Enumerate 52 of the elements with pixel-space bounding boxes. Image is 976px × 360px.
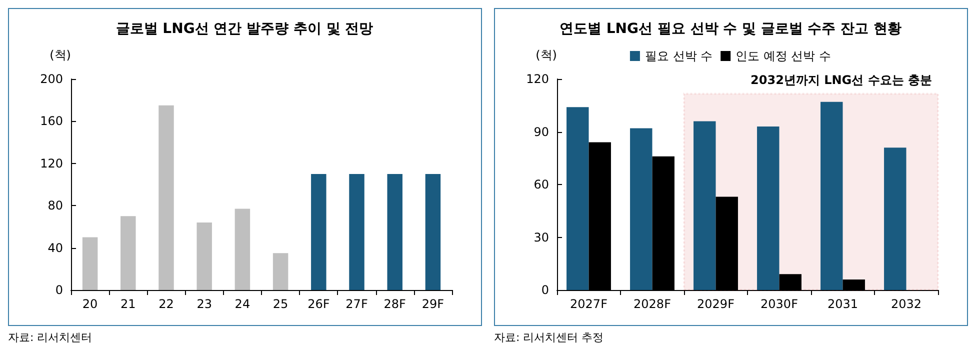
y-tick-label: 200	[40, 72, 63, 86]
y-tick-label: 160	[40, 114, 63, 128]
bar	[694, 121, 716, 290]
x-tick-label: 2029F	[697, 297, 735, 311]
y-tick-label: 90	[534, 124, 549, 139]
x-tick-label: 24	[234, 297, 250, 311]
bar	[425, 174, 441, 290]
x-tick-label: 29F	[422, 297, 444, 311]
x-tick-label: 2027F	[570, 297, 608, 311]
legend-label: 필요 선박 수	[644, 49, 713, 63]
y-tick-label: 40	[48, 240, 63, 255]
bar	[757, 126, 780, 290]
x-tick-label: 26F	[308, 297, 330, 311]
y-tick-label: 30	[534, 230, 549, 244]
text: 자료: 리서치센터	[8, 330, 94, 345]
x-tick-label: 23	[196, 297, 212, 311]
y-tick-label: 80	[48, 198, 63, 213]
bar	[884, 148, 906, 290]
y-axis-title: (척)	[536, 48, 557, 62]
x-tick-label: 21	[120, 297, 136, 311]
bar	[349, 174, 364, 290]
band-label: 2032년까지 LNG선 수요는 충분	[750, 72, 932, 87]
y-tick-label: 60	[534, 178, 549, 192]
bar	[234, 208, 250, 290]
bar	[82, 237, 98, 290]
bar	[196, 222, 212, 290]
bar	[566, 107, 589, 290]
x-tick-label: 2030F	[760, 297, 798, 311]
chart-title: 연도별 LNG선 필요 선박 수 및 글로벌 수주 잔고 현황	[560, 21, 902, 37]
y-tick-label: 0	[541, 283, 549, 297]
chart-title: 글로벌 LNG선 연간 발주량 추이 및 전망	[116, 21, 374, 37]
x-tick-label: 2031	[827, 297, 858, 311]
x-tick-label: 22	[158, 297, 174, 311]
y-axis-title: (척)	[50, 48, 71, 62]
x-tick-label: 2032	[890, 297, 922, 311]
bar	[311, 174, 326, 290]
bar	[272, 253, 288, 290]
x-tick-label: 2028F	[634, 297, 672, 311]
y-tick-label: 0	[55, 283, 63, 297]
y-tick-label: 120	[40, 156, 63, 170]
x-tick-label: 25	[272, 297, 288, 311]
legend-label: 인도 예정 선박 수	[736, 49, 832, 63]
bar	[387, 174, 402, 290]
bar	[158, 105, 174, 290]
bar	[820, 102, 843, 290]
bar	[630, 128, 652, 290]
x-tick-label: 20	[82, 297, 98, 311]
bar	[120, 216, 136, 290]
y-tick-label: 120	[526, 72, 549, 86]
text: 자료: 리서치센터 추정	[494, 330, 605, 345]
x-tick-label: 27F	[346, 297, 368, 311]
x-tick-label: 28F	[384, 297, 406, 311]
